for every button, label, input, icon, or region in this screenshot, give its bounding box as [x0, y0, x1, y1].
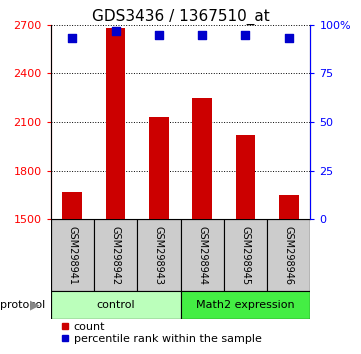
Point [113, 28, 118, 33]
Bar [149, 117, 169, 219]
Text: ▶: ▶ [30, 298, 39, 311]
Bar [279, 195, 299, 219]
Title: GDS3436 / 1367510_at: GDS3436 / 1367510_at [92, 8, 269, 25]
Text: GSM298945: GSM298945 [240, 225, 251, 285]
Bar [192, 98, 212, 219]
Bar [236, 135, 255, 219]
Point [69, 35, 75, 41]
Text: GSM298942: GSM298942 [110, 225, 121, 285]
Bar [51, 219, 94, 291]
Text: protocol: protocol [0, 300, 45, 310]
Bar [267, 219, 310, 291]
Bar [51, 291, 180, 319]
Point [286, 35, 292, 41]
Text: control: control [96, 300, 135, 310]
Point [199, 32, 205, 37]
Bar [180, 219, 224, 291]
Bar [62, 192, 82, 219]
Bar [94, 219, 137, 291]
Text: GSM298943: GSM298943 [154, 225, 164, 285]
Bar [137, 219, 180, 291]
Point [243, 32, 248, 37]
Bar [224, 219, 267, 291]
Text: GSM298941: GSM298941 [67, 225, 77, 285]
Text: GSM298946: GSM298946 [284, 225, 294, 285]
Text: GSM298944: GSM298944 [197, 225, 207, 285]
Point [156, 32, 162, 37]
Bar [106, 28, 125, 219]
Legend: count, percentile rank within the sample: count, percentile rank within the sample [56, 317, 266, 348]
Bar [180, 291, 310, 319]
Text: Math2 expression: Math2 expression [196, 300, 295, 310]
